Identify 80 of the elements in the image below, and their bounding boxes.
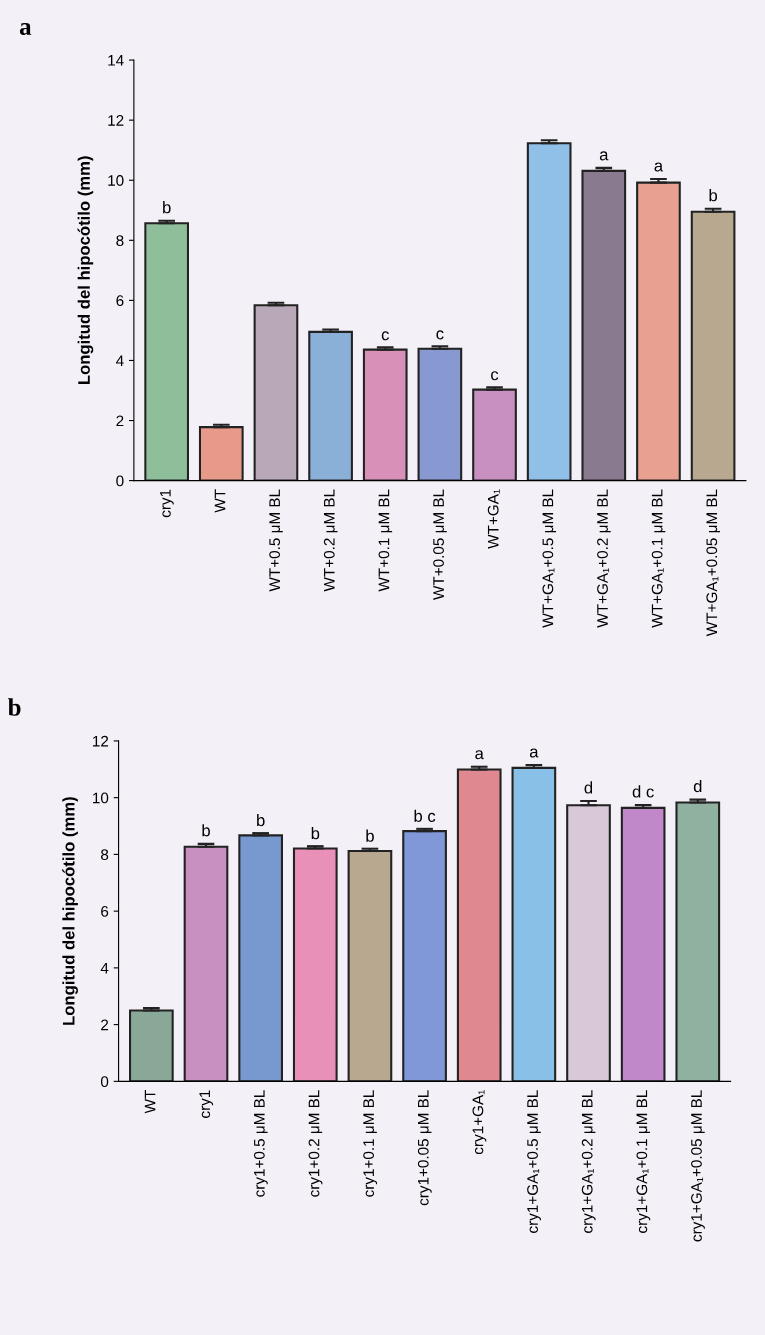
annotation: a — [475, 750, 484, 760]
bar — [144, 222, 190, 481]
bar — [402, 830, 447, 1082]
bar — [690, 210, 736, 481]
y-tick-label: 0 — [116, 475, 124, 487]
annotation: b — [366, 829, 374, 842]
x-tick-label: WT+GA₁+0.2 μM BL — [597, 489, 611, 628]
annotation: d — [584, 781, 593, 794]
bar — [526, 142, 572, 481]
y-tick-label: 8 — [116, 235, 124, 246]
bar — [675, 801, 721, 1082]
bar — [253, 304, 299, 481]
y-tick-label: 2 — [116, 415, 124, 427]
bar — [129, 1009, 174, 1082]
x-tick-label: cry1+GA₁+0.1 μM BL — [636, 1090, 651, 1233]
bar — [417, 347, 463, 481]
y-tick-label: 0 — [100, 1076, 109, 1088]
x-tick-label: cry1+GA₁+0.5 μM BL — [527, 1090, 541, 1233]
annotation: c — [436, 330, 444, 340]
annotation: b — [202, 824, 210, 837]
x-tick-label: cry1+0.2 μM BL — [308, 1090, 323, 1197]
bar — [620, 806, 666, 1082]
bar — [238, 834, 283, 1082]
y-tick-label: 6 — [116, 295, 124, 307]
x-tick-label: cry1+0.5 μM BL — [253, 1090, 268, 1197]
bar — [362, 348, 408, 481]
bar — [198, 426, 244, 481]
chart-title: b — [7, 698, 21, 716]
annotation: b — [709, 189, 718, 202]
y-axis-title: Longitud del hipocótilo (mm) — [62, 797, 78, 1025]
annotation: b — [311, 827, 320, 840]
annotation: b c — [414, 809, 436, 822]
annotation: b — [257, 813, 265, 827]
annotation: d c — [632, 785, 654, 798]
x-tick-label: cry1 — [160, 489, 174, 518]
y-tick-label: 4 — [100, 962, 109, 974]
x-tick-label: cry1+GA₁+0.05 μM BL — [691, 1090, 705, 1242]
bar — [456, 768, 502, 1082]
bar — [511, 766, 557, 1082]
y-axis-title: Longitud del hipocótilo (mm) — [77, 156, 94, 385]
x-tick-label: cry1+GA₁ — [472, 1090, 487, 1155]
x-tick-label: WT+GA₁ — [487, 489, 500, 549]
bar — [636, 181, 681, 481]
x-tick-label: cry1 — [199, 1090, 214, 1118]
x-tick-label: cry1+GA₁+0.2 μM BL — [581, 1090, 596, 1233]
y-tick-label: 12 — [108, 115, 124, 126]
x-tick-label: WT+GA₁+0.05 μM BL — [706, 489, 720, 637]
x-tick-label: WT+0.5 μM BL — [269, 489, 283, 592]
bar — [472, 388, 517, 481]
x-tick-label: WT — [214, 489, 226, 513]
bar — [581, 169, 627, 481]
x-tick-label: WT+0.05 μM BL — [433, 489, 447, 600]
y-tick-label: 2 — [101, 1019, 109, 1031]
bar — [566, 804, 611, 1082]
chart-title: a — [19, 23, 32, 35]
x-tick-label: cry1+0.1 μM BL — [363, 1090, 378, 1197]
y-tick-label: 8 — [101, 849, 109, 861]
y-tick-label: 10 — [93, 792, 109, 804]
bar — [183, 845, 229, 1082]
x-tick-label: WT+0.2 μM BL — [323, 489, 338, 592]
annotation: a — [599, 151, 609, 161]
y-tick-label: 10 — [108, 175, 124, 186]
x-tick-label: WT+GA₁+0.1 μM BL — [651, 489, 666, 628]
annotation: d — [693, 779, 702, 793]
bar — [292, 847, 338, 1082]
annotation: a — [529, 748, 539, 758]
x-tick-label: cry1+0.05 μM BL — [417, 1090, 432, 1206]
y-tick-label: 14 — [108, 55, 124, 66]
bar — [347, 849, 393, 1082]
annotation: b — [163, 201, 171, 214]
y-tick-label: 6 — [101, 906, 109, 917]
bar — [308, 330, 353, 481]
annotation: c — [381, 331, 389, 341]
y-tick-label: 4 — [116, 355, 124, 366]
annotation: c — [491, 371, 499, 381]
x-tick-label: WT+0.1 μM BL — [378, 489, 393, 592]
annotation: a — [654, 162, 664, 172]
x-tick-label: WT+GA₁+0.5 μM BL — [542, 489, 557, 628]
y-tick-label: 12 — [93, 735, 109, 747]
x-tick-label: WT — [144, 1090, 156, 1114]
